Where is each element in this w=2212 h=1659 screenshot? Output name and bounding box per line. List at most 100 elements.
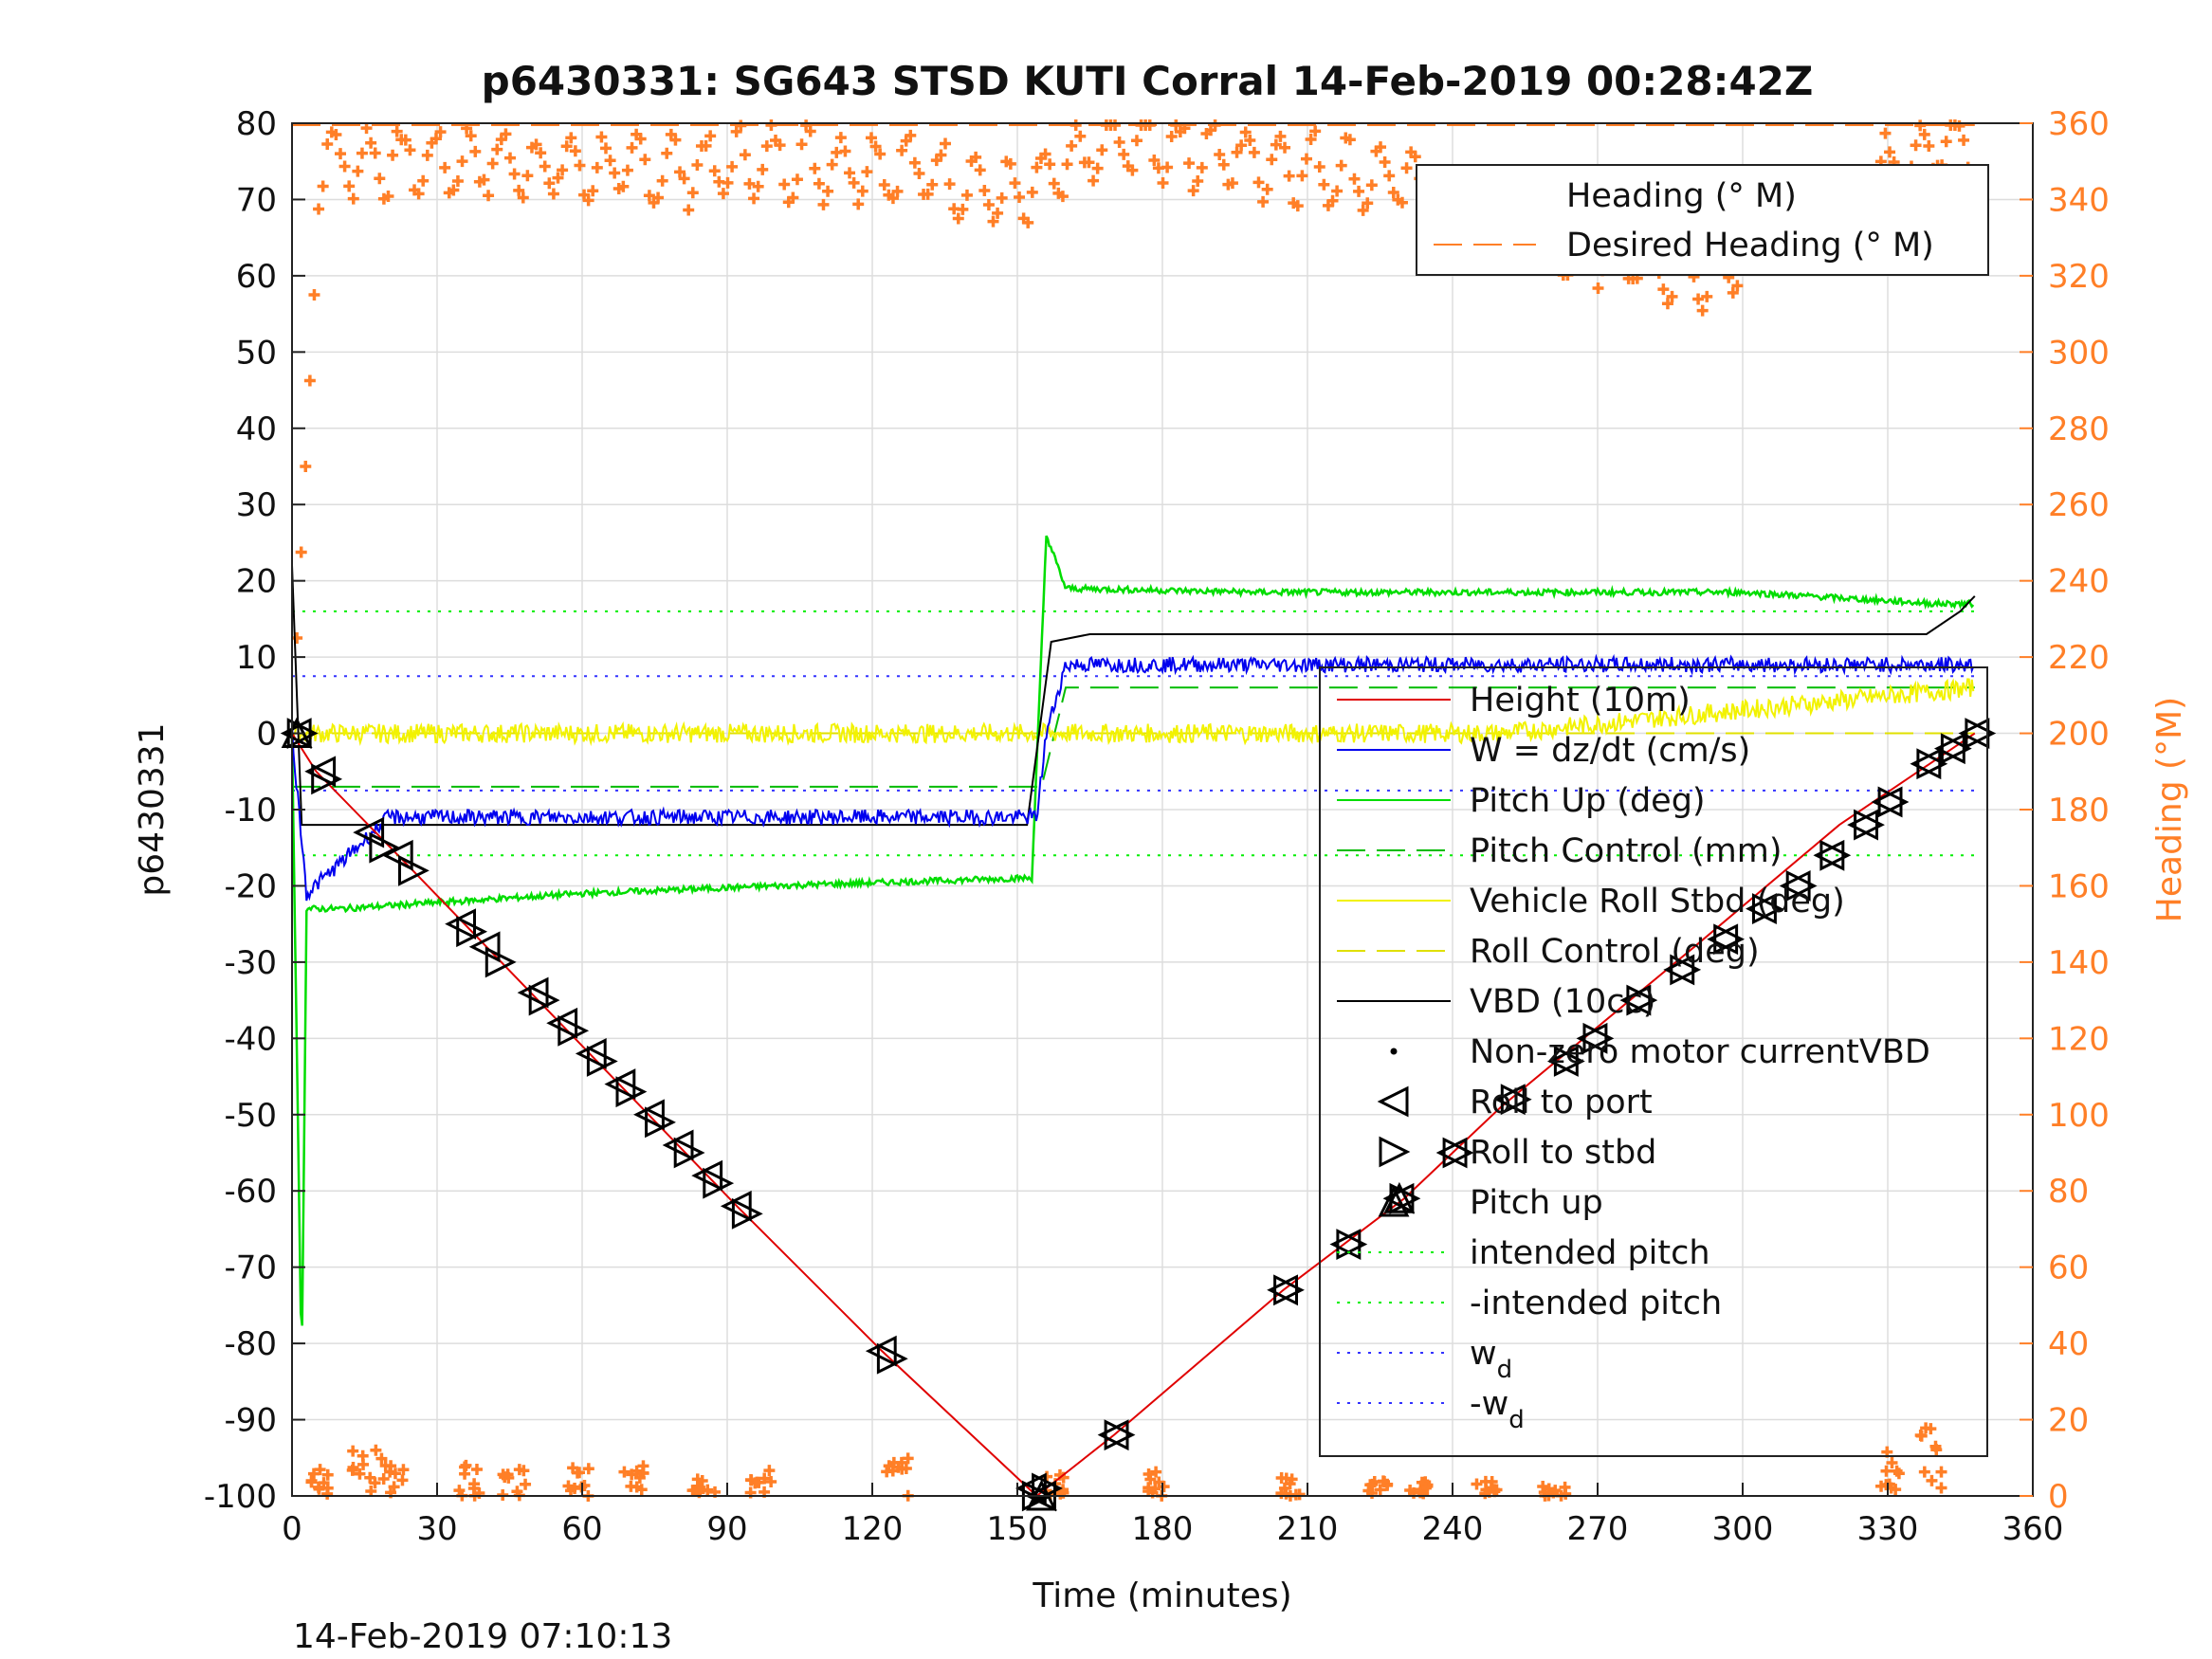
heading-low-mark	[369, 1477, 381, 1489]
heading-mark	[486, 157, 499, 170]
roll-to-stbd-marker	[615, 1076, 648, 1108]
roll-to-port-marker	[1493, 1084, 1526, 1116]
heading-mark	[1157, 176, 1169, 189]
heading-mark	[869, 140, 882, 153]
heading-low-mark	[1374, 1484, 1386, 1496]
heading-mark	[708, 165, 721, 177]
heading-mark	[1192, 175, 1204, 188]
roll-to-port-marker	[1707, 923, 1739, 956]
legend-label-neg-wd-base: -w	[1470, 1385, 1508, 1423]
heading-mark	[1244, 135, 1256, 147]
heading-mark	[1239, 126, 1252, 138]
heading-mark	[834, 132, 847, 144]
heading-mark	[1226, 177, 1238, 190]
heading-mark	[404, 144, 416, 156]
roll-to-stbd-marker	[456, 916, 488, 948]
roll-to-port-marker	[1663, 954, 1695, 986]
roll-to-stbd-marker	[1877, 786, 1910, 818]
heading-mark	[321, 137, 334, 150]
heading-mark	[905, 129, 917, 141]
x-axis-label: Time (minutes)	[1032, 1577, 1291, 1615]
heading-mark	[504, 152, 517, 164]
heading-mark	[856, 185, 868, 197]
roll-to-port-marker	[691, 1159, 723, 1192]
heading-mark	[1335, 159, 1347, 172]
pitch-up-line	[290, 535, 1975, 1326]
heading-mark	[826, 158, 838, 171]
heading-mark	[617, 180, 630, 192]
heading-mark	[347, 192, 359, 205]
heading-mark	[1061, 158, 1073, 171]
heading-mark	[1004, 157, 1016, 170]
heading-mark	[1196, 161, 1208, 173]
heading-mark	[1727, 286, 1739, 299]
heading-mark	[1118, 148, 1130, 160]
heading-mark	[1143, 119, 1156, 132]
roll-to-stbd-marker	[1713, 923, 1746, 956]
heading-mark	[1044, 158, 1056, 171]
y2-tick-label: 240	[2048, 563, 2110, 601]
heading-mark	[412, 188, 425, 200]
heading-low-mark	[902, 1452, 914, 1465]
roll-to-port-marker	[604, 1068, 636, 1101]
heading-mark	[1074, 130, 1087, 142]
roll-to-port-marker	[280, 718, 312, 749]
heading-mark	[922, 188, 934, 200]
heading-low-mark	[356, 1449, 369, 1462]
heading-mark	[1161, 161, 1174, 173]
heading-low-mark	[618, 1466, 631, 1478]
roll-to-stbd-marker	[703, 1167, 735, 1199]
heading-low-mark	[1149, 1483, 1161, 1495]
heading-low-mark	[1144, 1473, 1157, 1486]
heading-mark	[704, 130, 717, 142]
heading-mark	[1183, 157, 1196, 170]
heading-low-mark	[312, 1481, 324, 1493]
roll-to-stbd-marker	[586, 1046, 618, 1077]
heading-mark	[300, 461, 312, 472]
x-tick-label: 330	[1857, 1510, 1919, 1548]
heading-mark	[1313, 160, 1325, 173]
heading-mark	[621, 164, 633, 176]
legend-label-wd-sub: d	[1497, 1356, 1513, 1384]
heading-mark	[1348, 173, 1361, 185]
heading-low-mark	[377, 1473, 390, 1486]
heading-mark	[1048, 177, 1060, 190]
y2-axis-label: Heading (°M)	[2150, 697, 2189, 922]
y-tick-label: -50	[224, 1097, 277, 1135]
roll-to-stbd-marker	[645, 1106, 676, 1139]
heading-low-mark	[321, 1468, 334, 1481]
heading-mark	[609, 167, 621, 179]
legend-label-neg-intended-pitch: -intended pitch	[1470, 1285, 1722, 1322]
heading-mark	[599, 142, 612, 155]
heading-low-mark	[686, 1485, 699, 1497]
heading-low-mark	[1362, 1485, 1375, 1497]
heading-low-mark	[1935, 1482, 1947, 1494]
roll-to-stbd-marker	[1500, 1084, 1532, 1116]
heading-mark	[822, 185, 834, 197]
heading-mark	[1701, 290, 1713, 302]
heading-low-mark	[631, 1465, 643, 1477]
heading-mark	[1296, 170, 1308, 182]
heading-mark	[582, 194, 594, 207]
legend-label-roll-port: Roll to port	[1470, 1084, 1653, 1121]
heading-low-mark	[453, 1485, 466, 1497]
heading-mark	[1113, 136, 1125, 148]
heading-low-mark	[520, 1478, 532, 1490]
heading-mark	[1923, 140, 1935, 153]
roll-to-port-marker	[517, 976, 549, 1009]
y2-tick-label: 300	[2048, 334, 2110, 372]
heading-mark	[774, 139, 786, 152]
heading-mark	[1331, 185, 1344, 197]
heading-mark	[760, 140, 773, 153]
legend-symbol-motor-current	[1390, 1048, 1398, 1055]
roll-to-stbd-marker	[1965, 718, 1997, 749]
roll-to-stbd-marker	[1752, 893, 1783, 925]
heading-mark	[491, 143, 503, 155]
heading-mark	[360, 122, 373, 135]
heading-mark	[639, 154, 651, 166]
x-tick-label: 0	[282, 1510, 302, 1548]
heading-low-mark	[1875, 1480, 1888, 1492]
legend-label-wd-base: w	[1470, 1335, 1497, 1373]
heading-mark	[1409, 151, 1421, 163]
x-tick-label: 90	[706, 1510, 747, 1548]
